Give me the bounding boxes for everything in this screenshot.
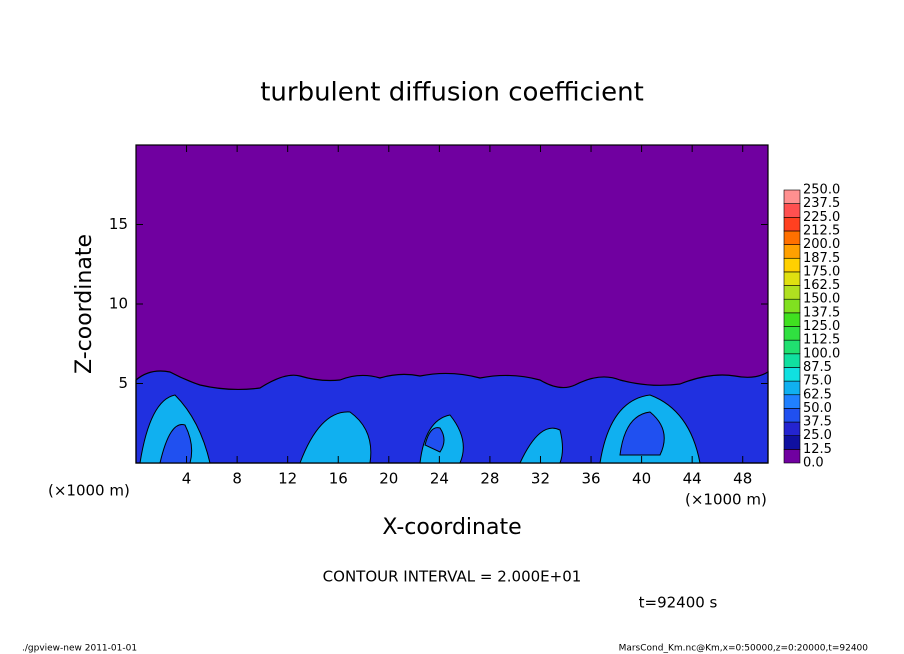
colorbar-label: 75.0 [803,374,832,389]
y-tick-label: 15 [109,215,128,233]
x-tick-label: 12 [278,470,297,488]
x-tick-label: 24 [430,470,449,488]
colorbar-swatch [783,367,801,382]
colorbar-swatch [783,271,801,286]
colorbar-label: 87.5 [803,360,832,375]
turbulent-layer [159,411,665,464]
colorbar-label: 200.0 [803,237,840,252]
y-tick-label: 10 [109,295,128,313]
colorbar-label: 150.0 [803,292,840,307]
colorbar-label: 212.5 [803,223,840,238]
colorbar-swatch [783,189,801,204]
colorbar-swatch [783,339,801,355]
colorbar-label: 112.5 [803,333,840,348]
x-tick-label: 8 [232,470,242,488]
colorbar-swatch [783,326,801,341]
x-unit: (×1000 m) [48,482,130,500]
x-tick-label: 28 [480,470,499,488]
colorbar-label: 62.5 [803,387,832,402]
chart-title: turbulent diffusion coefficient [260,78,644,108]
colorbar-swatch [783,298,801,314]
annotation: CONTOUR INTERVAL = 2.000E+01 [323,568,582,586]
colorbar-swatch [783,380,801,396]
x-tick-label: 40 [632,470,651,488]
colorbar-swatch [783,449,801,464]
turbulent-layer [139,394,701,464]
colorbar-label: 37.5 [803,415,832,430]
annotation: t=92400 s [639,594,718,612]
x-tick-label: 32 [531,470,550,488]
colorbar-label: 100.0 [803,346,840,361]
x-axis-title: X-coordinate [382,515,521,540]
colorbar-swatch [783,203,801,218]
colorbar-label: 175.0 [803,264,840,279]
x-tick-label: 16 [329,470,348,488]
colorbar-label: 50.0 [803,401,832,416]
colorbar-label: 137.5 [803,305,840,320]
colorbar-label: 250.0 [803,183,840,198]
colorbar-swatch [783,353,801,368]
footer: ./gpview-new 2011-01-01 [22,644,137,654]
colorbar-swatch [783,435,801,450]
x-tick-label: 4 [182,470,192,488]
colorbar-label: 162.5 [803,278,840,293]
field [135,145,769,464]
colorbar-swatch [783,421,801,436]
x-tick-label: 48 [733,470,752,488]
colorbar-label: 225.0 [803,210,840,225]
footer: MarsCond_Km.nc@Km,x=0:50000,z=0:20000,t=… [619,644,869,654]
colorbar-label: 187.5 [803,251,840,266]
x-tick-label: 36 [581,470,600,488]
y-axis-title: Z-coordinate [72,234,97,374]
colorbar-swatch [783,285,801,300]
colorbar-label: 0.0 [803,456,824,471]
colorbar-label: 12.5 [803,442,832,457]
colorbar-swatch [783,394,801,409]
colorbar-swatch [783,312,801,327]
colorbar-swatch [783,408,801,423]
colorbar-swatch [783,217,801,232]
x-tick-label: 44 [683,470,702,488]
x-unit: (×1000 m) [685,491,767,509]
colorbar-swatch [783,257,801,273]
colorbar-swatch [783,230,801,245]
colorbar-label: 25.0 [803,428,832,443]
colorbar-label: 237.5 [803,196,840,211]
colorbar-label: 125.0 [803,319,840,334]
x-tick-label: 20 [379,470,398,488]
colorbar-swatch [783,244,801,259]
y-tick-label: 5 [118,374,128,392]
